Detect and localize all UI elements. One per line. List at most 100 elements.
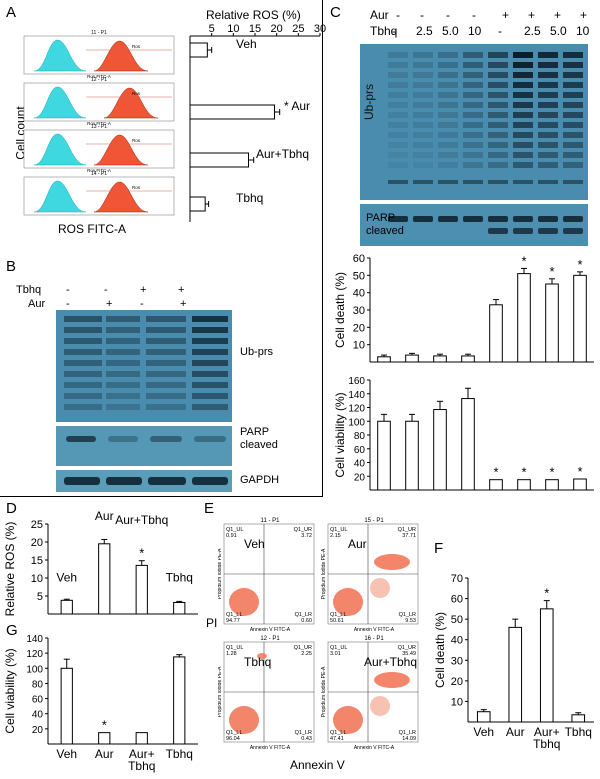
panel-letter-d: D [6, 500, 17, 517]
blot-b-parp [56, 426, 232, 466]
panel-a-bar-label: Tbhq [236, 191, 264, 205]
blot-band [388, 102, 408, 108]
histogram-control [33, 180, 87, 213]
y-tick-label: 80 [354, 431, 366, 442]
blot-band [388, 62, 408, 68]
x-tick-label: 25 [292, 23, 304, 35]
blot-band [563, 152, 583, 158]
histogram-gate-label: Ros [132, 185, 141, 190]
histogram-sample [103, 87, 159, 119]
blot-band [438, 82, 458, 88]
blot-band [413, 152, 433, 158]
blot-band [488, 162, 508, 168]
bar [573, 478, 587, 491]
blot-band [438, 72, 458, 78]
blot-band [388, 112, 408, 118]
blot-band [106, 371, 140, 377]
bar [539, 608, 554, 723]
blot-band [388, 180, 408, 184]
panel-letter-b: B [6, 258, 17, 275]
blot-band [66, 436, 96, 442]
chart-d-ros: 5 10 15 20 25 Relative ROS (%) * Veh Aur Aur+Tbhq… [3, 510, 198, 616]
y-axis-label: Cell death (%) [333, 272, 347, 348]
blot-band [488, 92, 508, 98]
blot-band [513, 82, 533, 88]
y-tick-label: 40 [451, 635, 463, 647]
flow-cluster [229, 706, 259, 734]
quadrant-value-ll: Q1_LL 47.41 [330, 730, 347, 742]
blot-band [538, 102, 558, 108]
blot-band [463, 72, 483, 78]
blot-band [146, 382, 186, 388]
x-tick-label: 30 [314, 23, 326, 35]
category-label: Aur+Tbhq [128, 747, 155, 773]
panel-e-xlabel: Annexin V [290, 758, 345, 772]
panel-c-tbhq-value: 10 [468, 24, 482, 38]
blot-band [488, 112, 508, 118]
bar [573, 274, 587, 363]
label-b-parp: PARP cleaved [240, 426, 278, 451]
blot-band [513, 152, 533, 158]
bar [189, 104, 275, 120]
bar [60, 599, 73, 615]
blot-band [64, 349, 102, 355]
blot-band [64, 404, 102, 410]
y-tick-label: 25 [31, 519, 43, 531]
quadrant-value-lr: Q1_LR 14.09 [399, 730, 416, 742]
blot-band [463, 122, 483, 128]
blot-band [463, 92, 483, 98]
blot-b-ubprs [56, 310, 232, 422]
quadrant-value-ll: Q1_LL 50.61 [330, 612, 347, 624]
panel-c-tbhq-value: 2.5 [416, 24, 433, 38]
significance-star: * [493, 465, 498, 480]
blot-band [150, 436, 182, 442]
quadrant-value-ul: Q1_UL 1.28 [226, 645, 243, 657]
panel-b-sign: - [66, 284, 70, 296]
blot-band [192, 382, 228, 388]
blot-band [413, 216, 433, 222]
significance-star: * [521, 465, 526, 480]
blot-band [388, 72, 408, 78]
panel-c-sign: - [396, 8, 400, 22]
bar [489, 479, 503, 491]
blot-band [513, 180, 533, 184]
blot-band [146, 404, 186, 410]
blot-band [563, 180, 583, 184]
bar [433, 409, 447, 491]
y-tick-label: 40 [353, 288, 365, 300]
category-label: Aur [506, 725, 525, 739]
y-tick-label: 60 [353, 253, 365, 265]
panel-c-sign: - [472, 8, 476, 22]
histogram-gate-label: Ros [132, 138, 141, 143]
blot-band [438, 92, 458, 98]
y-axis-label: Cell viability (%) [333, 392, 347, 477]
blot-band [538, 52, 558, 58]
bar [173, 656, 186, 745]
flow-cluster [374, 554, 410, 570]
y-tick-label: 120 [26, 649, 43, 660]
blot-band [563, 102, 583, 108]
bar [476, 711, 491, 723]
bar [98, 732, 111, 745]
blot-band [488, 122, 508, 128]
histogram-title: 12 - P1 [91, 77, 107, 83]
panel-b-row-aur: Aur [28, 298, 46, 310]
y-tick-label: 60 [354, 445, 366, 456]
bar [377, 356, 391, 363]
blot-band [563, 216, 583, 222]
blot-band [413, 72, 433, 78]
flow-plot-title: 11 - P1 [261, 518, 281, 524]
panel-c-sign: + [528, 8, 536, 22]
y-tick-label: 100 [348, 417, 365, 428]
category-label: Tbhq [166, 747, 193, 761]
blot-band [563, 132, 583, 138]
panel-c-tbhq-value: - [498, 24, 502, 38]
blot-band [488, 228, 508, 234]
bar [189, 42, 208, 58]
quadrant-value-ur: Q1_UR 37.71 [398, 527, 416, 539]
blot-band [106, 382, 140, 388]
blot-band [413, 92, 433, 98]
x-tick-label: 5 [209, 23, 215, 35]
blot-band [463, 52, 483, 58]
y-tick-label: 50 [451, 614, 463, 626]
